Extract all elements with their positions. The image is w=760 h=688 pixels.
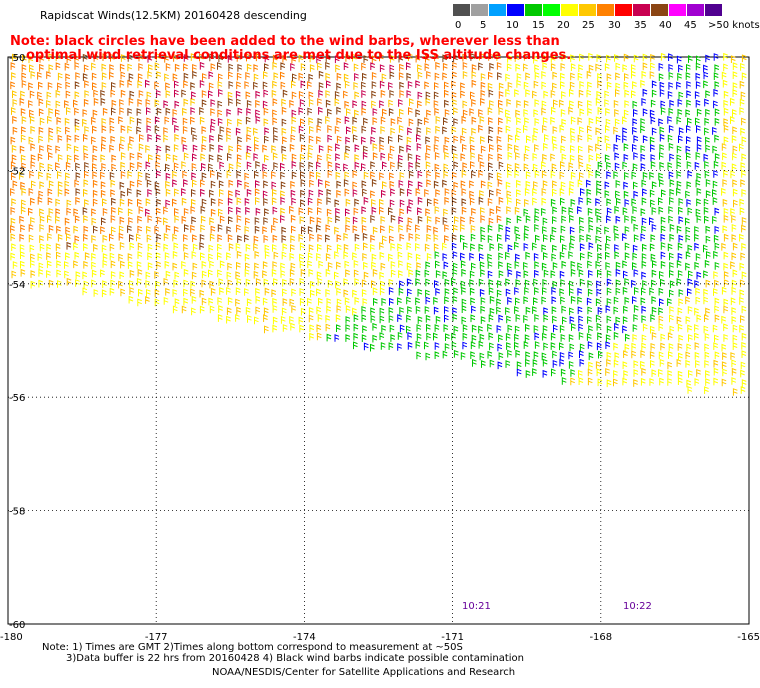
wind-barb-group bbox=[66, 53, 504, 250]
colorbar-swatch bbox=[597, 4, 615, 16]
colorbar-tick-label: 10 bbox=[506, 20, 519, 31]
map-title: Rapidscat Winds(12.5KM) 20160428 descend… bbox=[40, 9, 307, 22]
wind-barb-group bbox=[334, 53, 720, 378]
colorbar-swatch bbox=[543, 4, 561, 16]
colorbar-swatch bbox=[525, 4, 543, 16]
colorbar-tick-label: 45 bbox=[684, 20, 697, 31]
colorbar-swatch bbox=[687, 4, 705, 16]
lat-label: -54 bbox=[9, 280, 25, 291]
wind-barb-group bbox=[10, 52, 747, 396]
colorbar-tick-label: 25 bbox=[582, 20, 595, 31]
footer-credit: NOAA/NESDIS/Center for Satellite Applica… bbox=[212, 667, 516, 678]
colorbar-swatch bbox=[669, 4, 687, 16]
lat-label: -50 bbox=[9, 53, 25, 64]
lon-label: -165 bbox=[737, 632, 760, 643]
colorbar-tick-label: 35 bbox=[634, 20, 647, 31]
lat-label: -52 bbox=[9, 166, 25, 177]
colorbar-tick-label: 20 bbox=[557, 20, 570, 31]
lat-label: -58 bbox=[9, 507, 25, 518]
time-label-2: 10:22 bbox=[623, 601, 652, 612]
footer-note-line1: Note: 1) Times are GMT 2)Times along bot… bbox=[42, 642, 463, 653]
colorbar-swatch bbox=[615, 4, 633, 16]
lon-label: -174 bbox=[293, 632, 316, 643]
time-label-1: 10:21 bbox=[462, 601, 491, 612]
lat-label: -56 bbox=[9, 393, 25, 404]
colorbar-swatch bbox=[453, 4, 471, 16]
map-grid bbox=[8, 57, 749, 624]
wind-barb-group bbox=[10, 53, 504, 244]
colorbar-tick-label: 40 bbox=[659, 20, 672, 31]
axis-labels: -50 -52 -54 -56 -58 -60-180 -177 -174 -171 -168 -1… bbox=[0, 53, 760, 643]
lon-label: -177 bbox=[145, 632, 168, 643]
wind-barb-group bbox=[145, 54, 423, 225]
colorbar-swatch bbox=[489, 4, 507, 16]
colorbar-swatch bbox=[507, 4, 525, 16]
map-frame bbox=[7, 56, 750, 625]
lon-label: -171 bbox=[441, 632, 464, 643]
footer-note-line2: 3)Data buffer is 22 hrs from 20160428 4)… bbox=[66, 653, 524, 664]
colorbar-tick-label: 30 bbox=[608, 20, 621, 31]
lat-label: -60 bbox=[9, 620, 25, 631]
colorbar-swatch bbox=[633, 4, 651, 16]
speed-colorbar bbox=[453, 4, 723, 16]
colorbar-tick-label: >50 knots bbox=[708, 20, 760, 31]
colorbar-swatch bbox=[561, 4, 579, 16]
lon-label: -168 bbox=[589, 632, 612, 643]
wind-barb-group bbox=[326, 55, 720, 385]
colorbar-tick-label: 0 bbox=[455, 20, 462, 31]
wind-barb-group bbox=[10, 52, 747, 394]
colorbar-swatch bbox=[579, 4, 597, 16]
lon-label: -180 bbox=[0, 632, 23, 643]
colorbar-swatch bbox=[705, 4, 723, 16]
colorbar-tick-label: 5 bbox=[480, 20, 487, 31]
colorbar-swatch bbox=[651, 4, 669, 16]
wind-barbs-layer bbox=[10, 52, 747, 396]
colorbar-tick-label: 15 bbox=[532, 20, 545, 31]
warning-note-line2: optimal wind retrieval conditions are me… bbox=[26, 48, 572, 63]
warning-note-line1: Note: black circles have been added to t… bbox=[10, 34, 560, 49]
colorbar-swatch bbox=[471, 4, 489, 16]
